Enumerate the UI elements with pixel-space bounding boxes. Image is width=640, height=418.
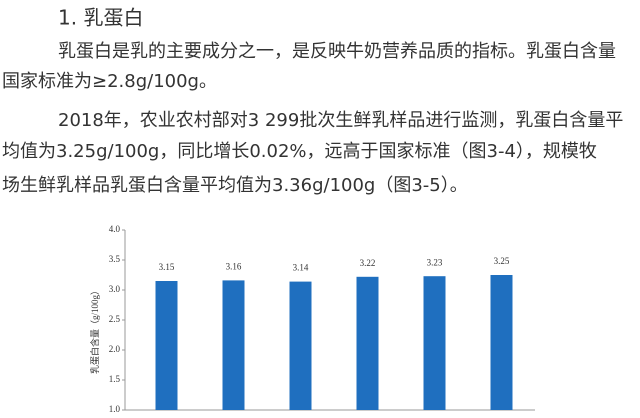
y-tick-label: 4.0 — [109, 224, 121, 234]
data-label: 3.25 — [494, 256, 510, 266]
y-tick-label: 2.0 — [109, 344, 121, 354]
paragraph-line: 均值为3.25g/100g，同比增长0.02%，远高于国家标准（图3-4），规模… — [2, 141, 597, 162]
bar — [222, 280, 245, 410]
paragraph-line: 乳蛋白是乳的主要成分之一，是反映牛奶营养品质的指标。乳蛋白含量 — [58, 41, 616, 62]
bar — [423, 276, 446, 410]
bar — [155, 281, 178, 410]
y-tick-label: 3.0 — [109, 284, 121, 294]
data-label: 3.15 — [159, 262, 175, 272]
paragraph-line: 场生鲜乳样品乳蛋白含量平均值为3.36g/100g（图3-5）。 — [2, 175, 468, 196]
y-tick-label: 3.5 — [109, 254, 121, 264]
data-label: 3.23 — [427, 257, 443, 267]
section-heading: 1. 乳蛋白 — [58, 6, 143, 30]
data-label: 3.14 — [293, 263, 309, 273]
data-label: 3.16 — [226, 261, 242, 271]
y-tick-label: 1.5 — [109, 374, 121, 384]
y-tick-label: 1.0 — [109, 404, 121, 414]
y-axis-label: 乳蛋白含量（g/100g） — [89, 286, 100, 374]
paragraph-line: 2018年，农业农村部对3 299批次生鲜乳样品进行监测，乳蛋白含量平 — [58, 110, 623, 131]
y-tick-label: 2.5 — [109, 314, 121, 324]
bar — [490, 275, 513, 410]
data-label: 3.22 — [360, 258, 376, 268]
bar — [356, 276, 379, 410]
paragraph-line: 国家标准为≥2.8g/100g。 — [2, 71, 217, 92]
bar — [289, 281, 312, 410]
